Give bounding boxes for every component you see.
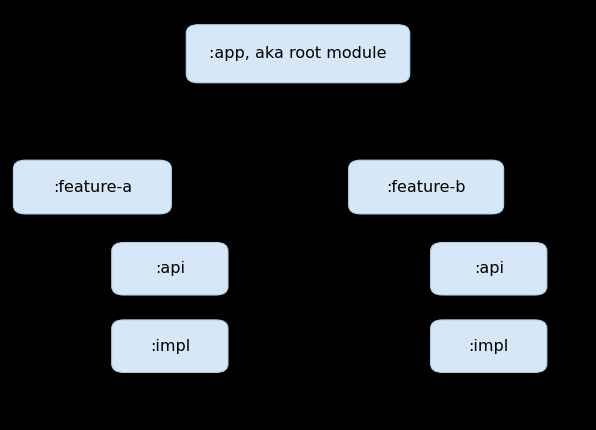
FancyBboxPatch shape — [111, 320, 228, 372]
FancyBboxPatch shape — [186, 25, 410, 83]
FancyBboxPatch shape — [111, 243, 228, 295]
Text: :api: :api — [474, 261, 504, 276]
FancyBboxPatch shape — [13, 160, 172, 214]
FancyBboxPatch shape — [430, 320, 547, 372]
Text: :app, aka root module: :app, aka root module — [209, 46, 387, 61]
Text: :api: :api — [155, 261, 185, 276]
Text: :impl: :impl — [150, 339, 190, 353]
Text: :feature-a: :feature-a — [53, 180, 132, 194]
FancyBboxPatch shape — [349, 160, 504, 214]
Text: :feature-b: :feature-b — [386, 180, 466, 194]
Text: :impl: :impl — [468, 339, 509, 353]
FancyBboxPatch shape — [430, 243, 547, 295]
